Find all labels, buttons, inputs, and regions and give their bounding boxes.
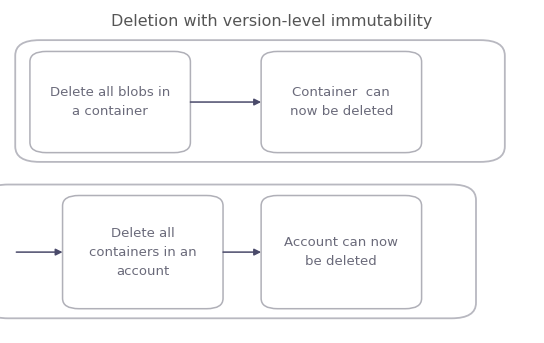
Text: Account can now
be deleted: Account can now be deleted (285, 236, 398, 268)
FancyBboxPatch shape (0, 185, 476, 318)
Text: Deletion with version-level immutability: Deletion with version-level immutability (112, 14, 432, 29)
FancyBboxPatch shape (261, 196, 422, 309)
FancyBboxPatch shape (30, 51, 190, 153)
FancyBboxPatch shape (261, 51, 422, 153)
Text: Container  can
now be deleted: Container can now be deleted (289, 86, 393, 118)
FancyBboxPatch shape (15, 40, 505, 162)
FancyBboxPatch shape (63, 196, 223, 309)
Text: Delete all blobs in
a container: Delete all blobs in a container (50, 86, 170, 118)
Text: Delete all
containers in an
account: Delete all containers in an account (89, 227, 196, 277)
